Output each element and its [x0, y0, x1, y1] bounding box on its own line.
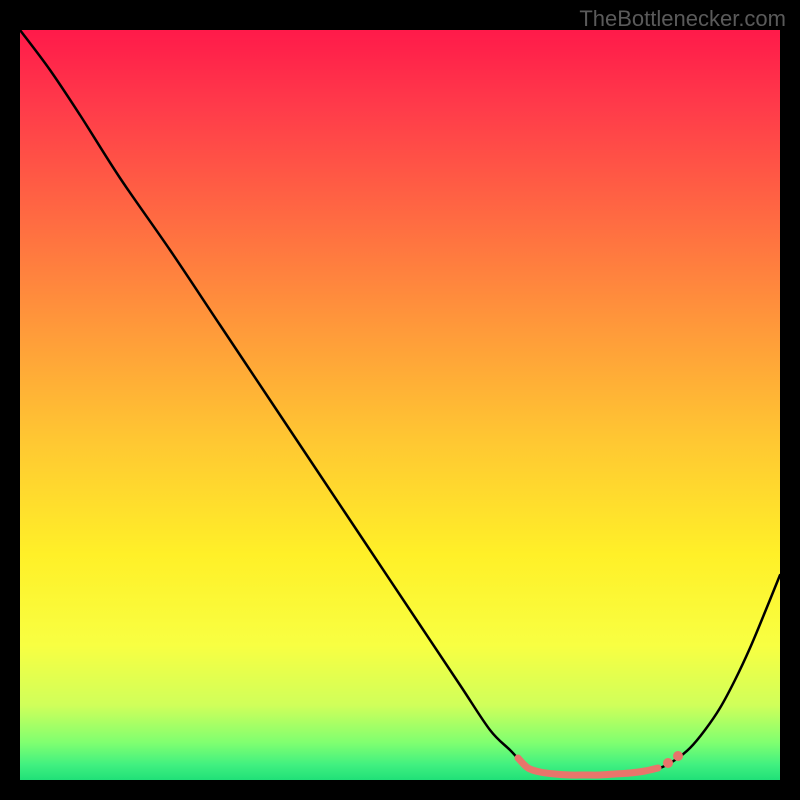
chart-svg — [20, 30, 780, 780]
chart-background — [20, 30, 780, 780]
marker-dot — [673, 751, 683, 761]
watermark-text: TheBottlenecker.com — [579, 6, 786, 32]
marker-dot — [663, 758, 673, 768]
chart-area — [20, 30, 780, 780]
